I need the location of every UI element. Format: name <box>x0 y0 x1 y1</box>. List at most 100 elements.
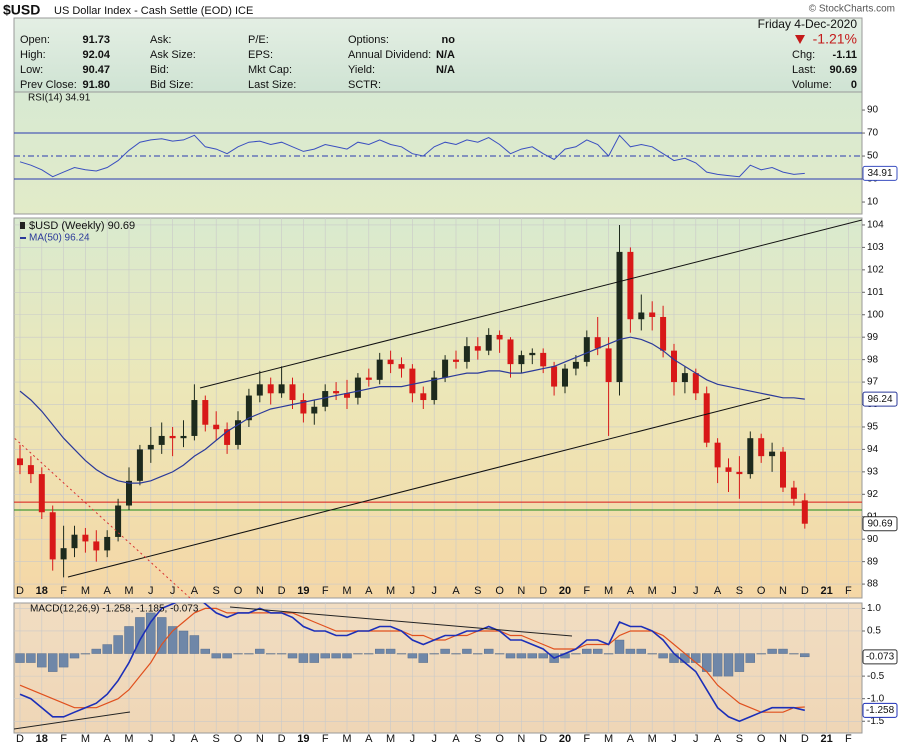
x-tick-label: S <box>736 733 743 745</box>
y-tick-label: 90 <box>867 534 879 545</box>
histogram-bar <box>767 648 777 654</box>
candle-body <box>169 435 176 439</box>
y-tick-label: -1.0 <box>867 693 885 704</box>
histogram-bar <box>222 653 232 659</box>
histogram-bar <box>26 653 36 663</box>
quote-date: Friday 4-Dec-2020 <box>758 17 858 31</box>
legend: RSI(14) 34.91 <box>28 93 91 104</box>
y-tick-label: -1.5 <box>867 716 885 727</box>
y-tick-label: 70 <box>867 128 879 139</box>
y-tick-label: 104 <box>867 220 884 231</box>
candle-body <box>409 368 416 394</box>
x-tick-label: 21 <box>820 733 832 745</box>
rsi-last-value: 34.91 <box>867 168 892 179</box>
x-tick-label: O <box>495 733 504 745</box>
x-tick-label: O <box>234 585 243 597</box>
field-label: Yield: <box>348 64 375 76</box>
legend: $USD (Weekly) 90.69 <box>29 220 135 232</box>
x-tick-label: 21 <box>820 585 832 597</box>
histogram-bar <box>320 653 330 659</box>
y-tick-label: 88 <box>867 579 879 590</box>
histogram-bar <box>516 653 527 659</box>
histogram-bar <box>473 653 483 655</box>
histogram-bar <box>102 644 112 654</box>
x-tick-label: M <box>81 733 90 745</box>
candle-body <box>594 337 601 349</box>
histogram-bar <box>418 653 428 663</box>
x-tick-label: F <box>322 585 329 597</box>
x-tick-label: S <box>213 733 220 745</box>
histogram-bar <box>276 653 287 655</box>
candle-body <box>398 364 405 369</box>
histogram-bar <box>37 653 47 668</box>
candle-body <box>769 451 776 457</box>
candle-body <box>104 536 111 551</box>
field-value: 92.04 <box>82 49 110 61</box>
candle-body <box>354 377 361 398</box>
change-percent: -1.21% <box>813 31 857 47</box>
x-tick-label: F <box>60 733 67 745</box>
x-tick-label: 18 <box>36 585 48 597</box>
histogram-bar <box>636 648 646 654</box>
candle-body <box>289 384 296 401</box>
candle-body <box>616 251 623 383</box>
x-tick-label: N <box>517 585 525 597</box>
candle-body <box>115 505 122 537</box>
legend: MA(50) 96.24 <box>29 233 90 244</box>
x-tick-label: N <box>779 733 787 745</box>
field-label: Last Size: <box>248 79 296 91</box>
x-tick-label: J <box>671 733 677 745</box>
histogram-bar <box>429 653 439 655</box>
quote-value: -1.11 <box>833 49 857 61</box>
histogram-bar <box>69 653 80 659</box>
x-tick-label: O <box>757 733 766 745</box>
histogram-bar <box>593 648 603 654</box>
candle-body <box>660 316 667 351</box>
candle-body <box>93 541 100 551</box>
histogram-bar <box>353 653 363 655</box>
candle-body <box>790 487 797 499</box>
x-tick-label: F <box>583 585 590 597</box>
histogram-bar <box>484 648 494 654</box>
candle-body <box>692 373 699 394</box>
histogram-bar <box>287 653 298 659</box>
histogram-bar <box>658 653 668 659</box>
candle-body <box>801 500 808 524</box>
quote-label: Chg: <box>792 49 815 61</box>
candle-body <box>551 366 558 387</box>
x-tick-label: F <box>845 733 852 745</box>
candle-body <box>529 352 536 356</box>
candle-body <box>496 334 503 340</box>
histogram-bar <box>15 653 25 663</box>
last-close: 90.69 <box>867 518 892 529</box>
candle-body <box>278 384 285 394</box>
x-tick-label: M <box>648 585 657 597</box>
candle-body <box>180 435 187 439</box>
histogram-bar <box>800 653 810 658</box>
y-tick-label: 95 <box>867 422 879 433</box>
candle-body <box>474 346 481 351</box>
y-tick-label: 103 <box>867 242 884 253</box>
x-tick-label: J <box>170 585 176 597</box>
candle-body <box>714 442 721 468</box>
field-value: 90.47 <box>82 64 110 76</box>
x-tick-label: M <box>342 585 351 597</box>
candle-body <box>671 350 677 383</box>
histogram-bar <box>156 617 167 654</box>
histogram-bar <box>200 648 211 654</box>
candle-body <box>387 359 394 365</box>
x-tick-label: F <box>60 585 67 597</box>
histogram-bar <box>789 653 799 655</box>
candle-body <box>627 251 634 320</box>
histogram-bar <box>396 653 407 655</box>
histogram-bar <box>691 653 701 663</box>
x-tick-label: A <box>714 733 722 745</box>
x-tick-label: F <box>845 585 852 597</box>
instrument-name: US Dollar Index - Cash Settle (EOD) ICE <box>54 5 253 17</box>
x-tick-label: S <box>736 585 743 597</box>
x-tick-label: J <box>410 733 416 745</box>
macd-line <box>19 603 805 723</box>
x-tick-label: J <box>693 585 699 597</box>
histogram-bar <box>48 653 58 672</box>
